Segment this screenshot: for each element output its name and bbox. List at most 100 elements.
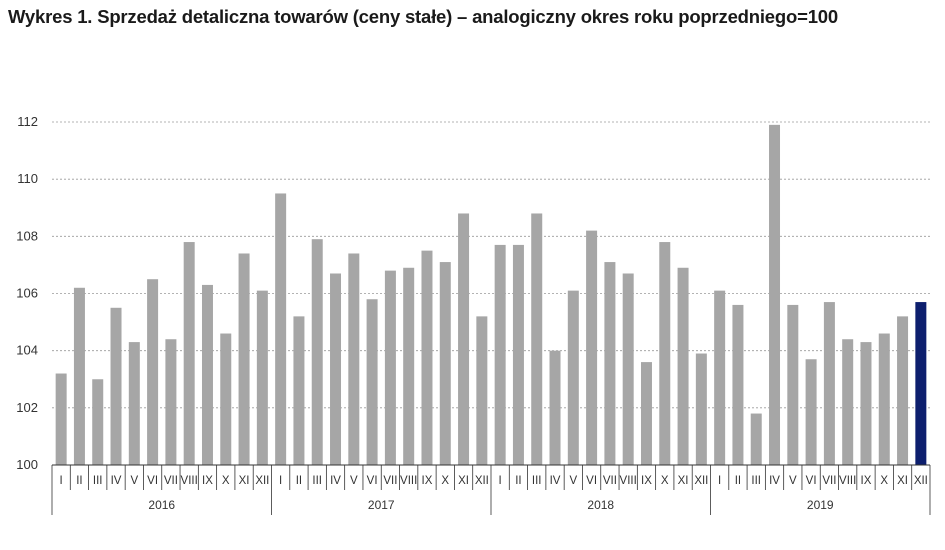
bar xyxy=(110,307,122,465)
bar xyxy=(439,262,451,465)
month-label: IX xyxy=(641,475,652,487)
month-label: VI xyxy=(367,475,378,487)
month-label: IX xyxy=(861,475,872,487)
year-label: 2016 xyxy=(148,498,175,512)
bar xyxy=(823,302,835,465)
month-label: V xyxy=(569,475,577,487)
year-label: 2018 xyxy=(587,498,614,512)
month-label: IV xyxy=(111,475,122,487)
month-label: III xyxy=(751,475,761,487)
month-label: I xyxy=(718,475,721,487)
month-label: VIII xyxy=(620,475,637,487)
month-label: VIII xyxy=(181,475,198,487)
bar xyxy=(275,193,287,465)
bar xyxy=(512,244,524,465)
bar xyxy=(677,267,689,465)
bar xyxy=(458,213,470,465)
month-label: V xyxy=(789,475,797,487)
month-label: VII xyxy=(603,475,617,487)
month-label: III xyxy=(93,475,103,487)
year-label: 2017 xyxy=(368,498,395,512)
bar xyxy=(220,333,232,465)
bar xyxy=(640,362,652,465)
bar xyxy=(769,124,781,466)
month-label: VII xyxy=(383,475,397,487)
bar xyxy=(787,304,799,465)
month-label: II xyxy=(735,475,741,487)
month-label: I xyxy=(279,475,282,487)
month-label: XI xyxy=(458,475,469,487)
bar xyxy=(403,267,415,465)
month-label: IV xyxy=(769,475,780,487)
month-label: XII xyxy=(475,475,489,487)
bar xyxy=(915,302,927,465)
bar xyxy=(659,242,671,465)
month-label: II xyxy=(76,475,82,487)
bar xyxy=(842,339,854,465)
bar xyxy=(860,342,872,465)
bar xyxy=(384,270,396,465)
month-label: IX xyxy=(202,475,213,487)
bar xyxy=(128,342,140,465)
bar xyxy=(714,290,726,465)
bar xyxy=(183,242,195,465)
y-tick-label: 108 xyxy=(16,228,38,243)
bar xyxy=(92,379,104,465)
bar xyxy=(293,316,305,465)
bar xyxy=(586,230,598,465)
y-tick-label: 102 xyxy=(16,400,38,415)
bar xyxy=(750,413,762,465)
bar xyxy=(494,244,506,465)
month-label: IV xyxy=(330,475,341,487)
month-label: X xyxy=(222,475,230,487)
y-tick-label: 112 xyxy=(17,114,38,129)
bar xyxy=(201,284,213,465)
bar xyxy=(55,373,67,465)
bar xyxy=(147,279,159,465)
month-label: X xyxy=(441,475,449,487)
month-label: IV xyxy=(550,475,561,487)
bar xyxy=(732,304,744,465)
month-label: II xyxy=(515,475,521,487)
chart-title: Wykres 1. Sprzedaż detaliczna towarów (c… xyxy=(8,6,838,27)
month-label: VII xyxy=(822,475,836,487)
bar xyxy=(805,359,817,465)
month-label: VI xyxy=(147,475,158,487)
bar xyxy=(165,339,177,465)
year-label: 2019 xyxy=(807,498,834,512)
month-label: IX xyxy=(422,475,433,487)
month-label: X xyxy=(880,475,888,487)
y-tick-label: 110 xyxy=(17,171,38,186)
month-label: V xyxy=(130,475,138,487)
month-label: III xyxy=(312,475,322,487)
bar xyxy=(311,239,323,465)
bar xyxy=(897,316,909,465)
month-label: XI xyxy=(239,475,250,487)
bar xyxy=(348,253,360,465)
bar xyxy=(476,316,488,465)
bar xyxy=(622,273,634,465)
month-label: III xyxy=(532,475,542,487)
month-label: XI xyxy=(897,475,908,487)
y-tick-label: 100 xyxy=(16,457,38,472)
bar xyxy=(878,333,890,465)
month-label: X xyxy=(661,475,669,487)
bar xyxy=(238,253,250,465)
month-label: VIII xyxy=(400,475,417,487)
bar xyxy=(531,213,543,465)
month-label: VII xyxy=(164,475,178,487)
bar xyxy=(567,290,579,465)
bar xyxy=(366,299,378,465)
month-label: I xyxy=(499,475,502,487)
y-tick-label: 106 xyxy=(16,286,38,301)
month-label: XI xyxy=(678,475,689,487)
bar xyxy=(604,262,616,465)
bar xyxy=(256,290,268,465)
month-label: VI xyxy=(586,475,597,487)
y-tick-label: 104 xyxy=(16,343,38,358)
month-label: V xyxy=(350,475,358,487)
bar xyxy=(330,273,342,465)
month-label: I xyxy=(60,475,63,487)
month-label: XII xyxy=(914,475,928,487)
